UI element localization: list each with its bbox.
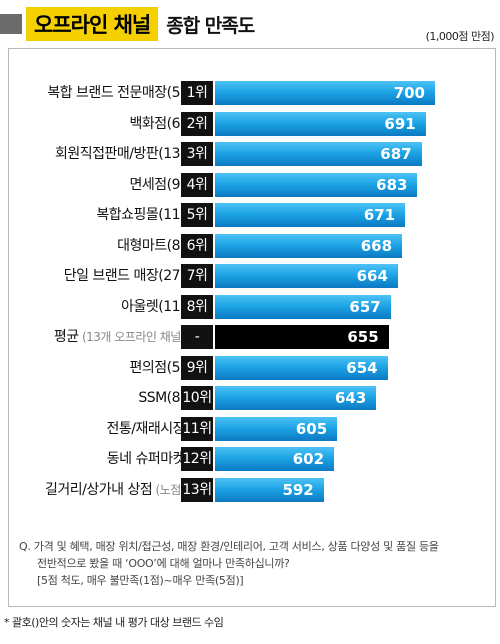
data-label: 592 <box>282 480 314 499</box>
rank-badge: 2위 <box>181 111 213 136</box>
bar: 605 <box>215 416 338 441</box>
bar: 668 <box>215 233 403 258</box>
header-marker <box>0 14 22 34</box>
category-label: 편의점(5) <box>129 356 186 380</box>
chart-row: 편의점(5) 9위 654 <box>9 355 495 380</box>
average-bar: 655 <box>215 325 389 349</box>
footnote: * 괄호()안의 숫자는 채널 내 평가 대상 브랜드 수임 <box>4 616 224 629</box>
chart-row: 대형마트(8) 6위 668 <box>9 233 495 258</box>
question-line-1: Q. 가격 및 혜택, 매장 위치/접근성, 매장 환경/인테리어, 고객 서비… <box>19 540 439 553</box>
bar: 592 <box>215 477 324 502</box>
chart-row: 복합 브랜드 전문매장(5) 1위 700 <box>9 81 495 105</box>
category-label: 동네 슈퍼마켓 <box>106 447 186 471</box>
data-label: 605 <box>295 419 328 438</box>
rank-badge: 13위 <box>181 477 213 502</box>
category-note: (13개 오프라인 채널) <box>78 330 186 344</box>
chart-row: 회원직접판매/방판(13) 3위 687 <box>9 142 495 166</box>
category-label: SSM(8) <box>138 386 185 410</box>
category-name: 면세점(9) <box>129 176 186 193</box>
category-name: 길거리/상가내 상점 <box>45 481 153 498</box>
bar: 643 <box>215 386 377 410</box>
category-name: 복합쇼핑몰(11) <box>96 207 185 223</box>
rank-badge: 4위 <box>181 172 213 197</box>
data-label: 643 <box>334 389 367 407</box>
category-name: SSM(8) <box>138 390 185 406</box>
category-name: 백화점(6) <box>129 115 186 132</box>
chart-row: 전통/재래시장 11위 605 <box>9 416 495 441</box>
bar: 687 <box>215 142 422 166</box>
bar-chart: 복합 브랜드 전문매장(5) 1위 700 백화점(6) 2위 691 회원직접판매/방판(… <box>8 48 496 522</box>
category-name: 아울렛(11) <box>121 298 185 315</box>
rank-badge: 8위 <box>181 294 213 319</box>
rank-badge: 3위 <box>181 142 213 166</box>
chart-row: 길거리/상가내 상점 (노점) 13위 592 <box>9 477 495 502</box>
category-label: 단일 브랜드 매장(27) <box>63 264 186 288</box>
bar: 683 <box>215 172 418 197</box>
category-label: 백화점(6) <box>129 112 186 136</box>
rank-badge: 11위 <box>181 416 213 441</box>
footer-box: Q. 가격 및 혜택, 매장 위치/접근성, 매장 환경/인테리어, 고객 서비… <box>8 520 496 607</box>
category-name: 평균 <box>53 329 79 345</box>
data-label: 671 <box>363 206 396 224</box>
chart-row: 복합쇼핑몰(11) 5위 671 <box>9 203 495 227</box>
bar: 691 <box>215 111 426 136</box>
data-label: 602 <box>292 450 325 468</box>
category-label: 면세점(9) <box>129 173 186 197</box>
category-label: 길거리/상가내 상점 (노점) <box>45 478 185 502</box>
unit-label: (1,000점 만점) <box>425 30 495 43</box>
rank-badge: 1위 <box>181 81 213 105</box>
category-label: 평균 (13개 오프라인 채널) <box>53 325 186 349</box>
title-accent: 오프라인 채널 <box>26 7 159 41</box>
category-name: 편의점(5) <box>129 359 186 376</box>
data-label: 664 <box>356 267 388 285</box>
rank-badge: 7위 <box>181 264 213 288</box>
category-name: 회원직접판매/방판(13) <box>55 146 186 162</box>
title-rest: 종합 만족도 <box>166 14 255 37</box>
category-name: 대형마트(8) <box>117 237 185 254</box>
chart-row: 단일 브랜드 매장(27) 7위 664 <box>9 264 495 288</box>
rank-badge: 5위 <box>181 203 213 227</box>
bar: 602 <box>215 447 335 471</box>
data-label: 655 <box>347 328 379 346</box>
survey-question: Q. 가격 및 혜택, 매장 위치/접근성, 매장 환경/인테리어, 고객 서비… <box>19 538 439 589</box>
rank-badge: 10위 <box>181 386 213 410</box>
category-note: (노점) <box>152 482 186 497</box>
bar: 657 <box>215 294 391 319</box>
category-label: 복합쇼핑몰(11) <box>96 203 185 227</box>
chart-row: 동네 슈퍼마켓 12위 602 <box>9 447 495 471</box>
category-name: 전통/재래시장 <box>106 420 186 437</box>
chart-row: SSM(8) 10위 643 <box>9 386 495 410</box>
rank-badge: 9위 <box>181 355 213 380</box>
chart-title: 오프라인 채널 종합 만족도 <box>26 7 255 41</box>
category-name: 동네 슈퍼마켓 <box>106 451 186 467</box>
category-label: 아울렛(11) <box>121 295 185 319</box>
data-label: 687 <box>380 145 412 163</box>
bar: 671 <box>215 203 406 227</box>
category-label: 전통/재래시장 <box>107 417 186 441</box>
category-name: 복합 브랜드 전문매장(5) <box>47 85 185 101</box>
question-line-2: 전반적으로 봤을 때 ‘OOO’에 대해 얼마나 만족하십니까? <box>37 557 290 570</box>
data-label: 691 <box>384 114 416 133</box>
data-label: 683 <box>376 175 408 194</box>
category-name: 단일 브랜드 매장(27) <box>63 268 186 284</box>
category-label: 대형마트(8) <box>117 234 185 258</box>
category-label: 복합 브랜드 전문매장(5) <box>47 81 185 105</box>
category-label: 회원직접판매/방판(13) <box>55 142 186 166</box>
data-label: 668 <box>360 236 393 255</box>
chart-header: 오프라인 채널 종합 만족도 (1,000점 만점) <box>0 0 500 48</box>
rank-badge: 6위 <box>181 233 213 258</box>
data-label: 657 <box>349 297 381 316</box>
data-label: 654 <box>346 358 378 377</box>
bar: 664 <box>215 264 398 288</box>
chart-row: 평균 (13개 오프라인 채널) - 655 <box>9 325 495 349</box>
bar: 700 <box>215 81 435 105</box>
bar: 654 <box>215 355 388 380</box>
question-line-3: [5점 척도, 매우 불만족(1점)~매우 만족(5점)] <box>37 574 244 587</box>
rank-badge: - <box>181 325 213 349</box>
chart-row: 면세점(9) 4위 683 <box>9 172 495 197</box>
chart-row: 아울렛(11) 8위 657 <box>9 294 495 319</box>
rank-badge: 12위 <box>181 447 213 471</box>
chart-row: 백화점(6) 2위 691 <box>9 111 495 136</box>
data-label: 700 <box>393 84 425 102</box>
